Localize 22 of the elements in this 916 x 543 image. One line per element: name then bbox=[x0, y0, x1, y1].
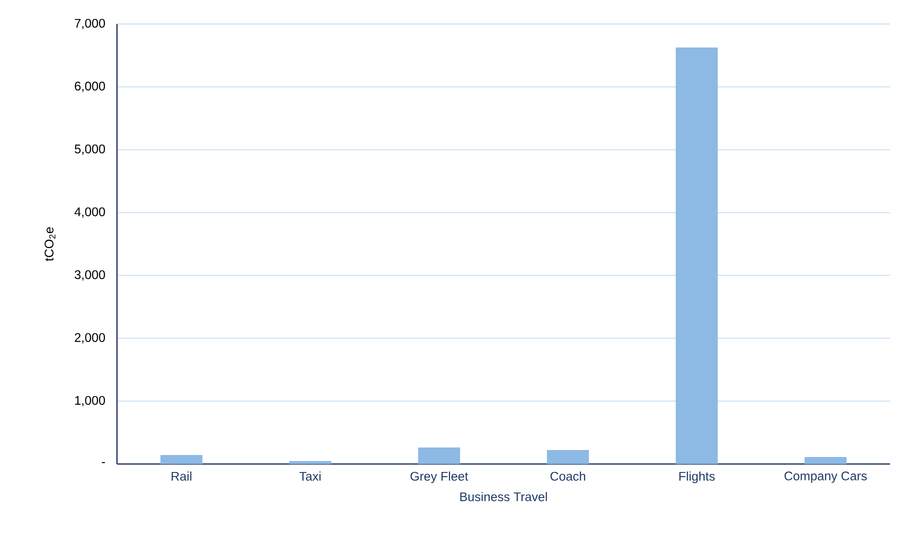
y-tick-label: 4,000 bbox=[74, 207, 105, 218]
x-tick-label: Taxi bbox=[299, 472, 321, 481]
bar bbox=[289, 460, 332, 464]
bar bbox=[546, 450, 589, 464]
y-tick-label: 7,000 bbox=[74, 18, 105, 30]
x-axis-title: Business Travel bbox=[460, 492, 547, 502]
y-tick-label: 1,000 bbox=[75, 396, 105, 406]
x-tick-label: Flights bbox=[679, 472, 715, 484]
y-tick-label: - bbox=[102, 462, 105, 464]
x-tick-label: Company Cars bbox=[784, 472, 867, 483]
x-tick-label: Coach bbox=[550, 472, 586, 481]
bar bbox=[418, 448, 460, 464]
y-tick-label: 2,000 bbox=[74, 333, 105, 344]
y-tick-label: 3,000 bbox=[74, 270, 105, 281]
bar bbox=[160, 455, 202, 464]
y-tick-label: 6,000 bbox=[74, 82, 105, 92]
bar bbox=[804, 457, 847, 464]
y-tick-label: 5,000 bbox=[74, 144, 105, 155]
x-tick-label: Grey Fleet bbox=[410, 472, 468, 484]
x-tick-label: Rail bbox=[172, 472, 192, 481]
bar bbox=[676, 48, 718, 464]
y-axis-title: tCO$_{2}$e bbox=[44, 227, 56, 262]
